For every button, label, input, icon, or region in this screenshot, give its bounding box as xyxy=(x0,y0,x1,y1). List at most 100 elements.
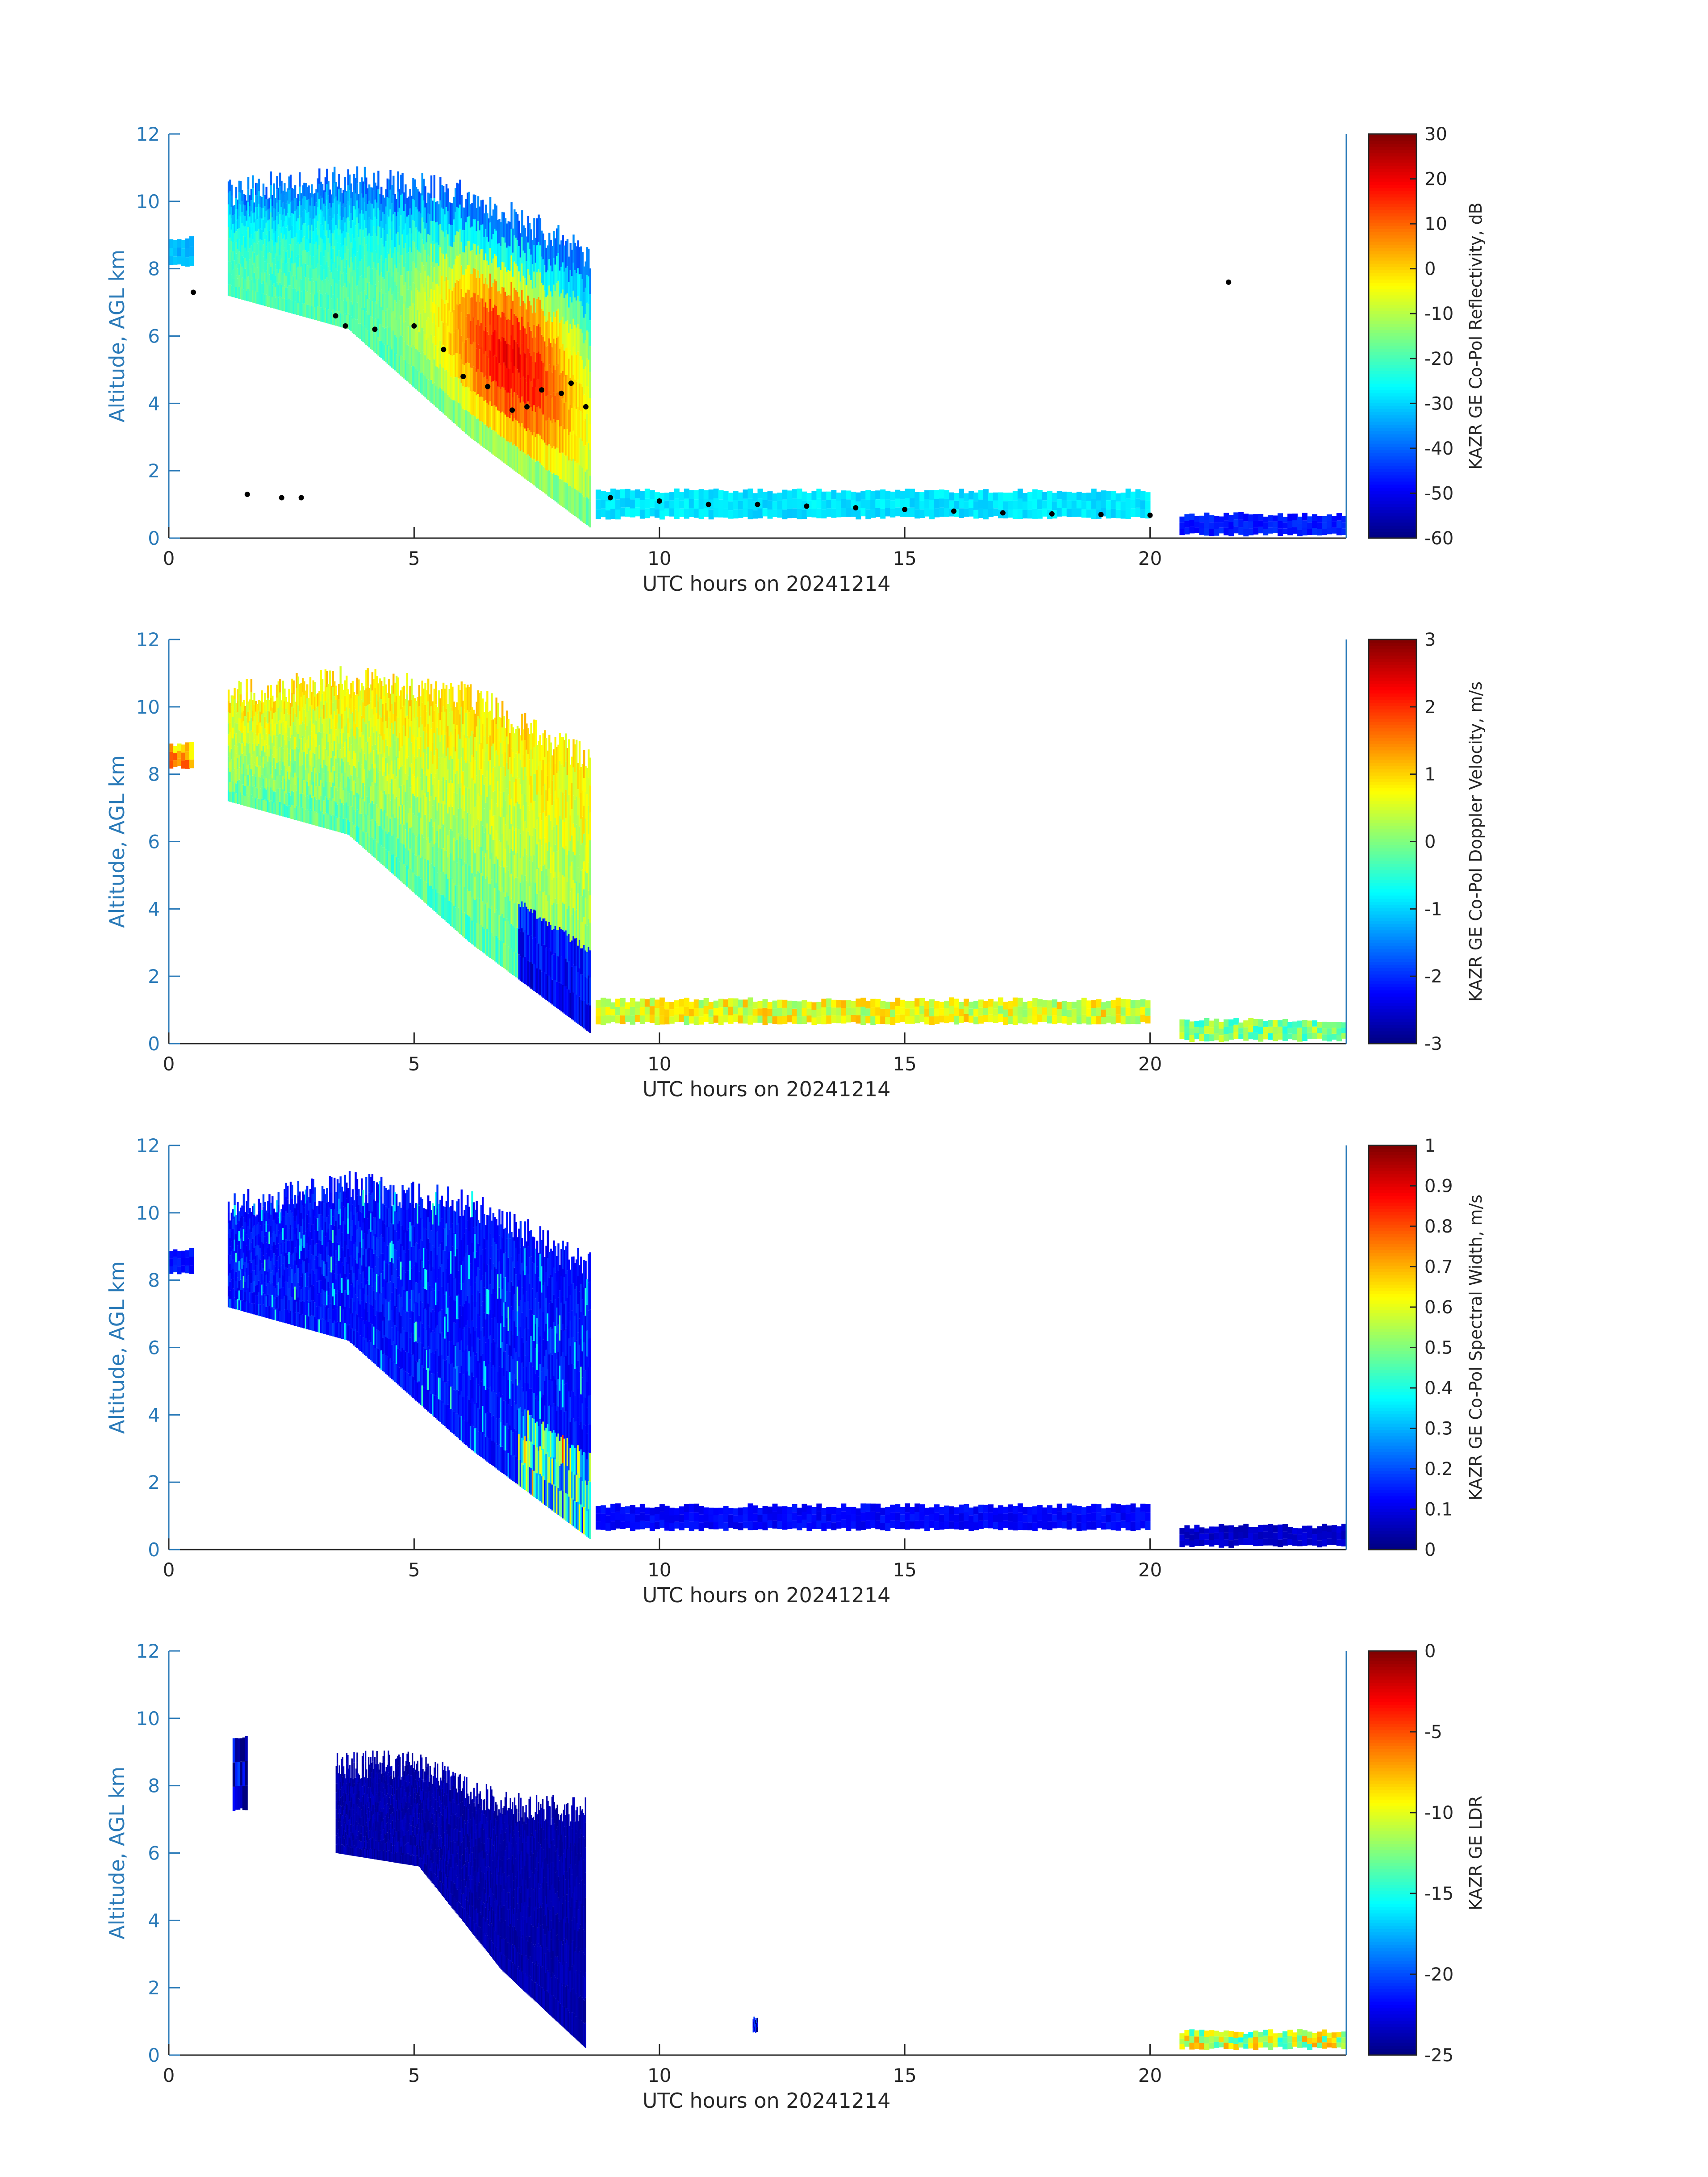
echo-cell xyxy=(306,684,309,698)
echo-cell xyxy=(469,814,472,840)
echo-cell xyxy=(457,907,460,933)
echo-cell xyxy=(265,187,267,199)
echo-cell xyxy=(287,238,289,251)
echo-cell xyxy=(276,723,278,737)
colorbar-step xyxy=(1369,412,1416,416)
echo-cell xyxy=(362,831,364,848)
echo-cell xyxy=(576,327,578,355)
echo-cell xyxy=(494,766,496,791)
echo-cell xyxy=(568,409,570,435)
echo-cell xyxy=(426,320,428,340)
echo-cell xyxy=(486,237,489,261)
echo-cell xyxy=(336,228,339,242)
echo-cell xyxy=(870,491,876,500)
echo-cell xyxy=(492,744,495,768)
echo-cell xyxy=(169,239,174,248)
echo-cell xyxy=(288,204,290,217)
echo-cell xyxy=(417,370,419,391)
echo-cell xyxy=(442,872,445,895)
echo-cell xyxy=(988,509,994,517)
echo-cell xyxy=(421,284,423,306)
echo-cell xyxy=(436,790,438,811)
echo-cell xyxy=(299,752,301,766)
echo-cell xyxy=(368,184,371,201)
echo-cell xyxy=(467,410,469,435)
echo-cell xyxy=(462,819,464,842)
echo-cell xyxy=(669,500,675,509)
echo-cell xyxy=(334,771,336,786)
echo-cell xyxy=(356,200,359,217)
echo-cell xyxy=(389,729,392,748)
echo-cell xyxy=(297,218,300,230)
echo-cell xyxy=(410,234,413,253)
echo-cell xyxy=(488,859,490,884)
echo-cell xyxy=(315,294,317,307)
echo-cell xyxy=(507,319,509,344)
echo-cell xyxy=(568,460,570,486)
echo-cell xyxy=(547,395,549,421)
echo-cell xyxy=(335,225,337,240)
echo-cell xyxy=(240,792,242,805)
echo-cell xyxy=(447,748,449,770)
echo-cell xyxy=(500,389,502,413)
echo-cell xyxy=(377,263,380,282)
echo-cell xyxy=(484,229,487,254)
echo-cell xyxy=(462,207,464,230)
echo-cell xyxy=(518,423,520,449)
echo-cell xyxy=(348,221,351,237)
echo-cell xyxy=(246,291,248,301)
echo-cell xyxy=(441,712,443,735)
echo-cell xyxy=(489,401,492,427)
echo-cell xyxy=(545,346,547,371)
echo-cell xyxy=(550,420,552,447)
echo-cell xyxy=(227,261,230,273)
echo-cell xyxy=(320,196,322,210)
echo-cell xyxy=(506,788,508,815)
echo-cell xyxy=(488,908,490,932)
echo-cell xyxy=(476,898,478,923)
colorbar-step xyxy=(1369,506,1416,510)
echo-cell xyxy=(460,336,463,359)
echo-cell xyxy=(405,243,407,263)
echo-cell xyxy=(258,254,260,267)
echo-cell xyxy=(474,830,476,853)
echo-cell xyxy=(318,275,321,291)
echo-cell xyxy=(363,801,366,817)
echo-cell xyxy=(379,210,381,227)
echo-cell xyxy=(242,731,245,743)
echo-cell xyxy=(562,344,564,371)
colorbar-step xyxy=(1369,371,1416,375)
echo-cell xyxy=(280,297,283,311)
echo-cell xyxy=(249,731,251,743)
echo-cell xyxy=(476,800,478,825)
echo-cell xyxy=(388,832,390,852)
echo-cell xyxy=(507,794,509,820)
colorbar-step xyxy=(1369,358,1416,362)
echo-cell xyxy=(439,720,442,742)
echo-cell xyxy=(435,866,437,890)
echo-cell xyxy=(368,233,371,250)
echo-cell xyxy=(689,490,694,499)
echo-cell xyxy=(483,857,485,881)
echo-cell xyxy=(289,795,292,807)
echo-cell xyxy=(442,209,445,232)
echo-cell xyxy=(244,205,246,216)
echo-cell xyxy=(469,736,472,762)
echo-cell xyxy=(234,242,236,251)
echo-cell xyxy=(280,700,283,712)
echo-cell xyxy=(577,240,579,268)
echo-cell xyxy=(339,243,342,258)
echo-cell xyxy=(282,694,284,708)
echo-cell xyxy=(235,187,238,198)
echo-cell xyxy=(585,497,587,524)
echo-cell xyxy=(363,272,366,291)
echo-cell xyxy=(535,387,537,412)
echo-cell xyxy=(339,716,342,733)
echo-cell xyxy=(276,229,278,243)
echo-cell xyxy=(268,241,271,253)
echo-cell xyxy=(330,259,333,273)
colorbar-step xyxy=(1369,361,1416,365)
echo-cell xyxy=(338,189,340,205)
echo-cell xyxy=(412,261,414,283)
echo-cell xyxy=(309,193,312,206)
